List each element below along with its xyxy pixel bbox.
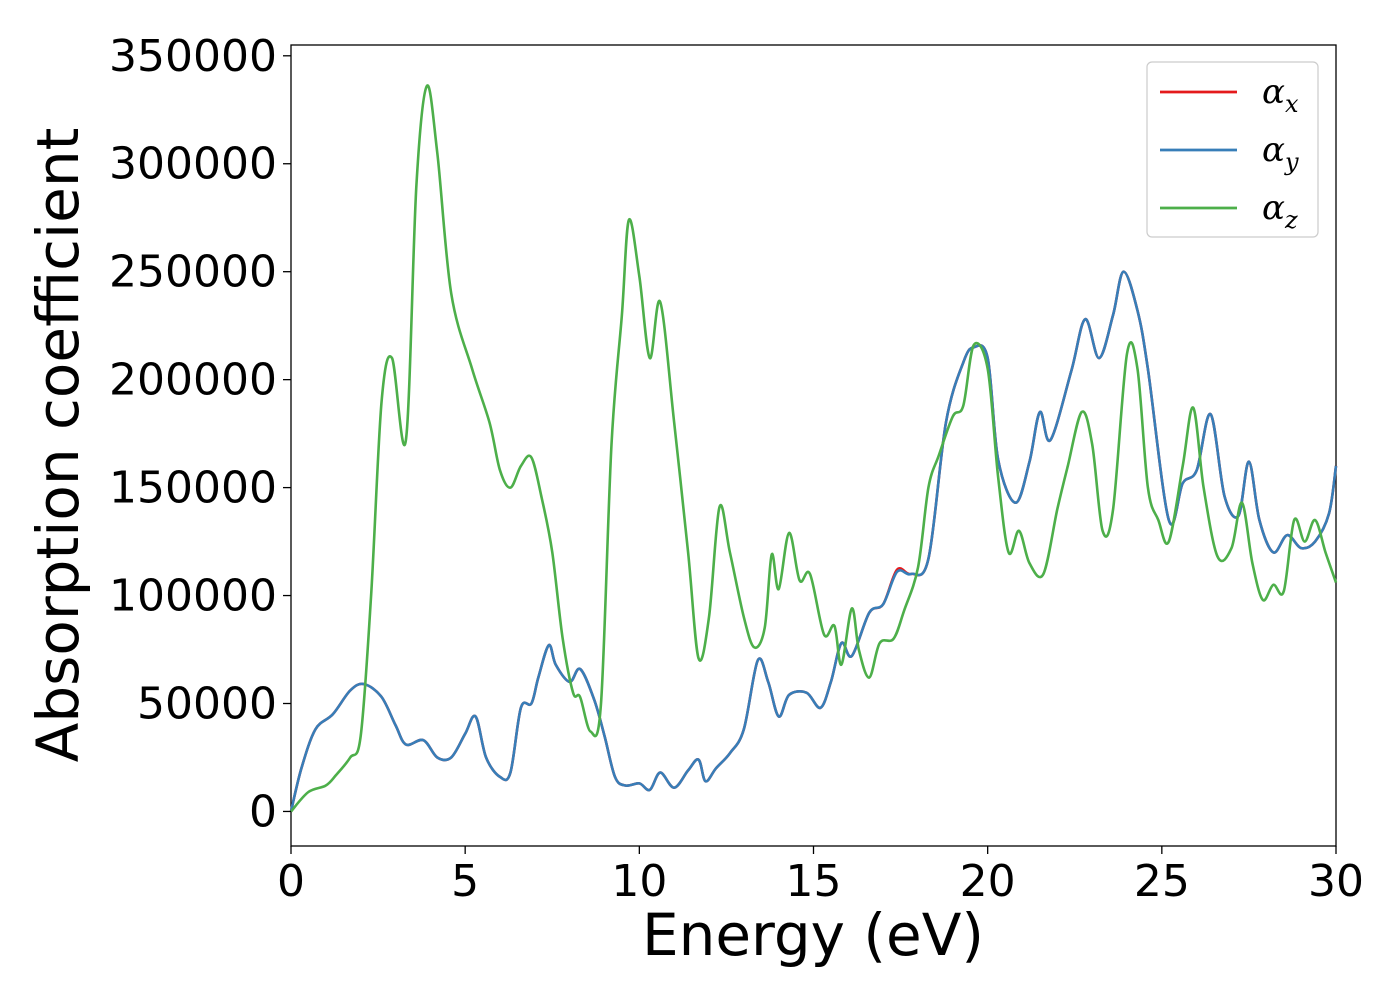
- y-axis-title: Absorption coefficient: [24, 128, 92, 763]
- legend: αx αy αz: [1146, 61, 1319, 238]
- y-axis: 0 50000 100000 150000 200000 250000 300000 3500…: [109, 31, 291, 837]
- series-layer: [289, 84, 1338, 813]
- y-tick-label: 250000: [109, 247, 277, 298]
- y-tick-label: 350000: [109, 31, 277, 82]
- y-tick-label: 150000: [109, 463, 277, 514]
- x-tick-label: 15: [786, 856, 842, 907]
- x-tick-label: 20: [960, 856, 1016, 907]
- y-tick-label: 100000: [109, 571, 277, 622]
- legend-label-z: αz: [1262, 188, 1298, 234]
- series-line-z: [290, 84, 1338, 813]
- x-tick-label: 5: [451, 856, 479, 907]
- x-tick-label: 10: [611, 856, 667, 907]
- y-tick-label: 50000: [137, 679, 277, 730]
- series-line-y: [289, 270, 1338, 812]
- x-tick-label: 0: [277, 856, 305, 907]
- x-axis-title: Energy (eV): [642, 901, 984, 969]
- x-tick-label: 30: [1308, 856, 1364, 907]
- legend-label-y: αy: [1262, 130, 1299, 176]
- x-axis: 0 5 10 15 20 25 30: [277, 846, 1364, 907]
- y-tick-label: 200000: [109, 355, 277, 406]
- legend-label-x: αx: [1262, 72, 1299, 118]
- y-tick-label: 300000: [109, 139, 277, 190]
- x-tick-label: 25: [1134, 856, 1190, 907]
- y-tick-label: 0: [249, 786, 277, 837]
- series-line-x: [289, 270, 1338, 812]
